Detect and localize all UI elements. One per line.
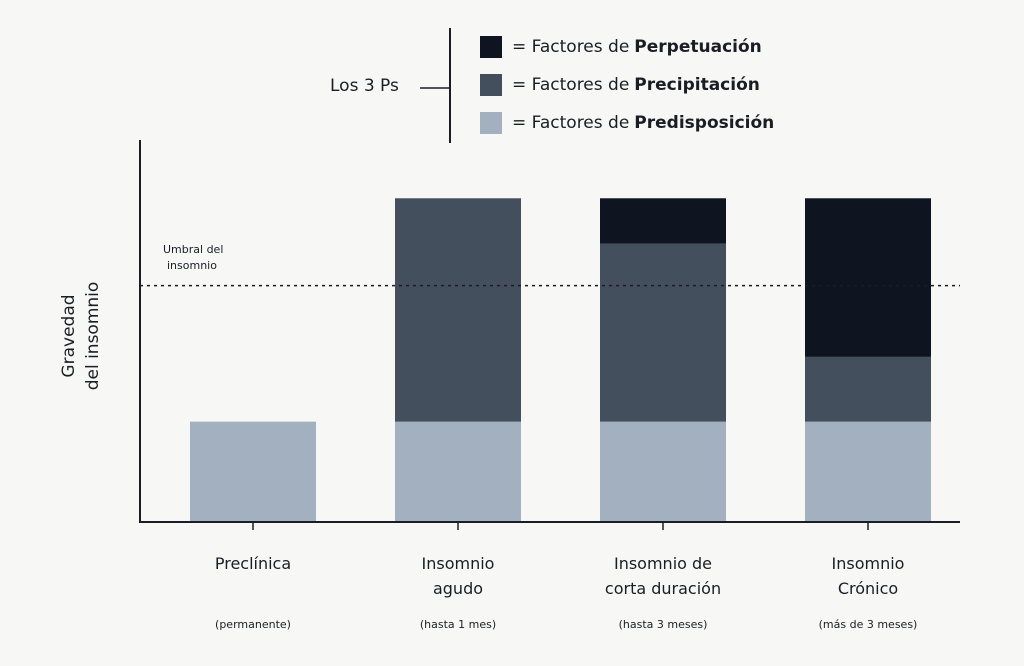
- legend-item-precipitacion: = Factores de Precipitación: [480, 74, 760, 96]
- x-tick-label-line: Insomnio: [421, 554, 495, 573]
- bar-segment-perpetuación: [600, 198, 726, 244]
- legend-label: Perpetuación: [634, 37, 762, 57]
- x-tick-label-line: agudo: [432, 579, 484, 598]
- y-axis-label-line: del insomnio: [83, 281, 103, 391]
- legend-swatch: [480, 36, 502, 58]
- bar-segment-predisposición: [395, 421, 521, 522]
- threshold-label-line: Umbral del: [163, 243, 224, 256]
- y-axis-label-line: Gravedad: [59, 294, 79, 378]
- x-tick-label-line: Insomnio de: [613, 554, 713, 573]
- x-tick-note: (hasta 1 mes): [419, 618, 497, 631]
- x-tick-label: Insomnio agudo: [358, 551, 558, 601]
- x-tick-label: Insomnio Crónico: [768, 551, 968, 601]
- legend-label: Predisposición: [634, 113, 775, 133]
- bar-segment-precipitación: [395, 198, 521, 422]
- legend-prefix: = Factores de: [512, 113, 630, 133]
- legend-item-perpetuacion: = Factores de Perpetuación: [480, 36, 762, 58]
- legend-swatch: [480, 74, 502, 96]
- x-tick-label-line: Crónico: [837, 579, 899, 598]
- x-tick-label-line: Preclínica: [214, 554, 292, 573]
- threshold-label-line: insomnio: [167, 259, 217, 272]
- x-tick-label: Preclínica: [153, 551, 353, 576]
- x-tick-note: (hasta 3 meses): [618, 618, 708, 631]
- x-tick-label-line: corta duración: [604, 579, 722, 598]
- bar-segment-predisposición: [805, 421, 931, 522]
- x-tick-label-line: Insomnio: [831, 554, 905, 573]
- legend-item-predisposicion: = Factores de Predisposición: [480, 112, 774, 134]
- legend-prefix: = Factores de: [512, 37, 630, 57]
- legend-label: Precipitación: [634, 75, 760, 95]
- legend-prefix: = Factores de: [512, 75, 630, 95]
- legend-swatch: [480, 112, 502, 134]
- x-tick-note: (permanente): [215, 618, 291, 631]
- bar-segment-predisposición: [190, 421, 316, 522]
- bar-segment-perpetuación: [805, 198, 931, 357]
- x-tick-label: Insomnio de corta duración: [563, 551, 763, 601]
- x-tick-note: (más de 3 meses): [818, 618, 918, 631]
- bar-segment-predisposición: [600, 421, 726, 522]
- legend-group-label: Los 3 Ps: [330, 76, 399, 96]
- y-axis-label: Gravedad del insomnio: [57, 282, 105, 391]
- bar-segment-precipitación: [600, 243, 726, 422]
- threshold-label: Umbral del insomnio: [163, 242, 223, 274]
- bar-segment-precipitación: [805, 356, 931, 422]
